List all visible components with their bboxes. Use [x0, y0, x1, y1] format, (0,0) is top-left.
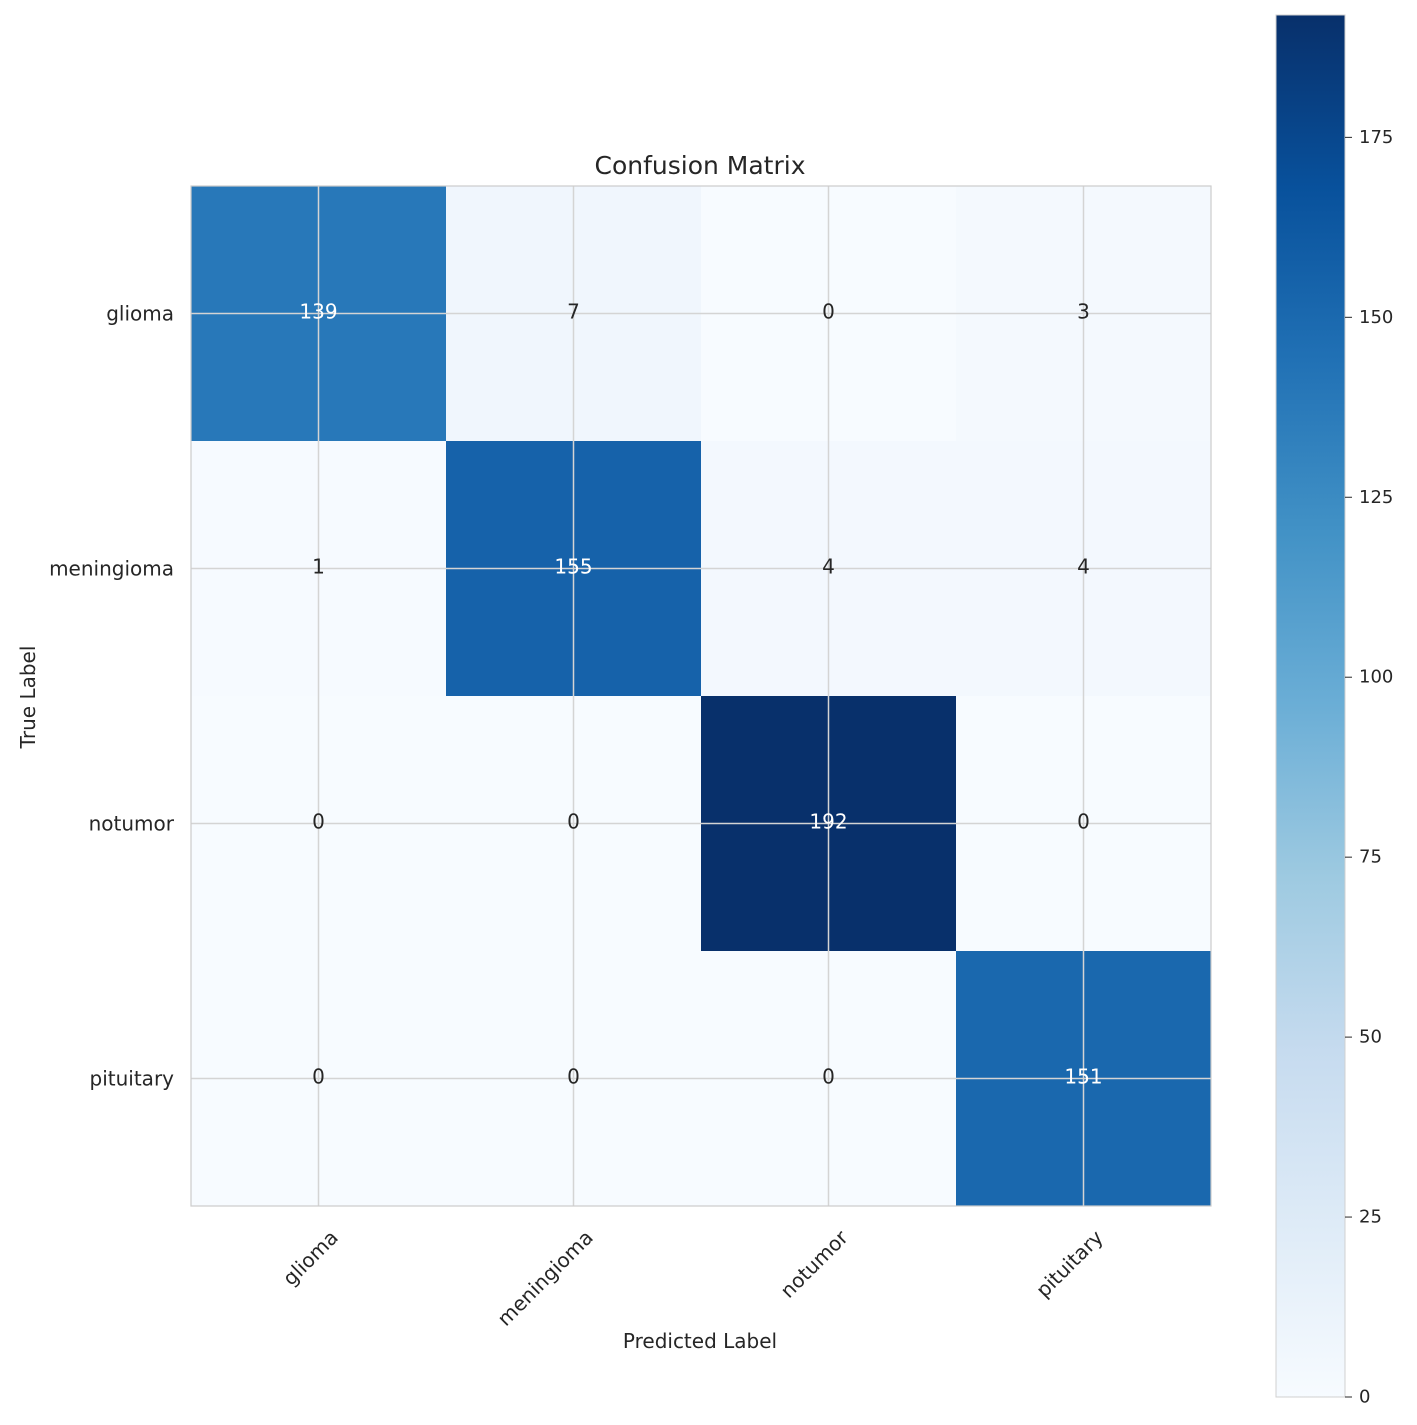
cell-value-labels: 139 7 0 3 1 155 4 4 0 0 192 0 0 0 0 151: [299, 300, 1102, 1089]
colorbar-tick-label: 50: [1359, 1027, 1382, 1048]
cell-value-label: 4: [822, 555, 835, 579]
y-tick-label: pituitary: [90, 1067, 175, 1091]
colorbar-tick-label: 0: [1359, 1387, 1370, 1408]
plot-frame: [190, 185, 1212, 1207]
colorbar-tick-label: 100: [1359, 667, 1393, 688]
colorbar: [1275, 14, 1346, 1398]
x-tick-label: meningioma: [492, 1225, 597, 1330]
y-tick-label: notumor: [89, 812, 175, 836]
y-tick-label: meningioma: [49, 557, 174, 581]
colorbar-tick-label: 75: [1359, 847, 1382, 868]
y-axis-label: True Label: [16, 646, 40, 750]
x-tick-label: pituitary: [1031, 1225, 1108, 1302]
y-tick-labels: glioma meningioma notumor pituitary: [49, 302, 175, 1091]
heatmap-cells: [191, 186, 1211, 1206]
grid-lines: [191, 186, 1211, 1206]
cell-value-label: 0: [822, 1065, 835, 1089]
colorbar-tick-label: 25: [1359, 1207, 1382, 1228]
cell-value-label: 1: [312, 555, 325, 579]
cell-value-label: 0: [567, 810, 580, 834]
cell-value-label: 0: [567, 1065, 580, 1089]
x-axis-label: Predicted Label: [623, 1329, 777, 1353]
x-tick-labels: glioma meningioma notumor pituitary: [278, 1225, 1108, 1331]
chart-title: Confusion Matrix: [594, 151, 805, 180]
cell-value-label: 0: [312, 810, 325, 834]
colorbar-tick-label: 150: [1359, 307, 1393, 328]
cell-value-label: 155: [554, 555, 592, 579]
y-tick-label: glioma: [106, 302, 174, 326]
cell-value-label: 0: [312, 1065, 325, 1089]
cell-value-label: 3: [1077, 300, 1090, 324]
colorbar-tick-label: 175: [1359, 127, 1393, 148]
cell-value-label: 192: [809, 810, 847, 834]
cell-value-label: 7: [567, 300, 580, 324]
cell-value-label: 4: [1077, 555, 1090, 579]
cell-value-label: 0: [1077, 810, 1090, 834]
cell-value-label: 0: [822, 300, 835, 324]
cell-value-label: 151: [1064, 1065, 1102, 1089]
cell-value-label: 139: [299, 300, 337, 324]
colorbar-ticks: 0 25 50 75 100 125 150 175: [1345, 127, 1393, 1408]
x-tick-label: notumor: [775, 1225, 853, 1303]
x-tick-label: glioma: [278, 1225, 343, 1290]
colorbar-tick-label: 125: [1359, 487, 1393, 508]
